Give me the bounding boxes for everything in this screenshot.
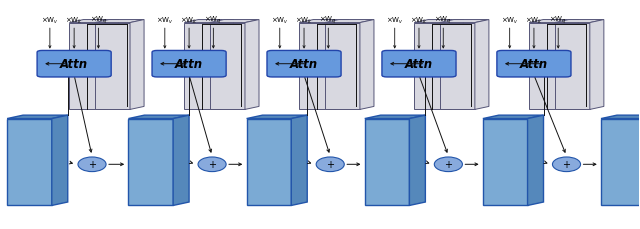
- Polygon shape: [300, 23, 334, 110]
- Polygon shape: [130, 20, 144, 110]
- Polygon shape: [414, 23, 449, 110]
- Polygon shape: [555, 23, 590, 110]
- FancyBboxPatch shape: [267, 51, 341, 78]
- Polygon shape: [590, 20, 604, 110]
- Ellipse shape: [78, 157, 106, 172]
- Polygon shape: [245, 20, 259, 110]
- Polygon shape: [95, 20, 144, 23]
- Polygon shape: [449, 20, 463, 110]
- Text: Attn: Attn: [520, 58, 548, 71]
- Polygon shape: [220, 20, 234, 110]
- Polygon shape: [334, 20, 348, 110]
- Polygon shape: [291, 116, 307, 206]
- Ellipse shape: [552, 157, 580, 172]
- Polygon shape: [300, 20, 348, 23]
- Polygon shape: [601, 119, 640, 206]
- Polygon shape: [365, 119, 410, 206]
- Text: ×W$_k$: ×W$_k$: [525, 16, 543, 26]
- Polygon shape: [210, 20, 259, 23]
- Text: ×W$_q$: ×W$_q$: [549, 14, 567, 26]
- Polygon shape: [324, 23, 360, 110]
- FancyBboxPatch shape: [497, 51, 571, 78]
- Text: +: +: [326, 160, 334, 169]
- Text: ×W$_k$: ×W$_k$: [410, 16, 428, 26]
- Ellipse shape: [316, 157, 344, 172]
- FancyBboxPatch shape: [152, 51, 226, 78]
- Polygon shape: [601, 116, 640, 119]
- FancyBboxPatch shape: [382, 51, 456, 78]
- Polygon shape: [440, 20, 489, 23]
- Polygon shape: [246, 119, 291, 206]
- Polygon shape: [360, 20, 374, 110]
- Text: Attn: Attn: [405, 58, 433, 71]
- Polygon shape: [7, 119, 52, 206]
- Polygon shape: [173, 116, 189, 206]
- Polygon shape: [564, 20, 579, 110]
- Polygon shape: [246, 116, 307, 119]
- Text: Attn: Attn: [290, 58, 318, 71]
- Polygon shape: [483, 116, 543, 119]
- Text: ×W$_v$: ×W$_v$: [386, 16, 404, 26]
- Text: +: +: [88, 160, 96, 169]
- Ellipse shape: [435, 157, 463, 172]
- Text: ×W$_q$: ×W$_q$: [90, 14, 108, 26]
- Polygon shape: [104, 20, 118, 110]
- Text: +: +: [444, 160, 452, 169]
- Polygon shape: [95, 23, 130, 110]
- Text: ×W$_q$: ×W$_q$: [204, 14, 222, 26]
- Polygon shape: [365, 116, 426, 119]
- Polygon shape: [69, 23, 104, 110]
- Text: +: +: [208, 160, 216, 169]
- Polygon shape: [129, 119, 173, 206]
- Text: ×W$_k$: ×W$_k$: [65, 16, 83, 26]
- Polygon shape: [475, 20, 489, 110]
- Polygon shape: [129, 116, 189, 119]
- Polygon shape: [324, 20, 374, 23]
- Polygon shape: [410, 116, 426, 206]
- Polygon shape: [210, 23, 245, 110]
- Text: ×W$_k$: ×W$_k$: [295, 16, 313, 26]
- Text: ×W$_q$: ×W$_q$: [319, 14, 337, 26]
- Polygon shape: [52, 116, 68, 206]
- Text: ×W$_v$: ×W$_v$: [41, 16, 59, 26]
- Polygon shape: [7, 116, 68, 119]
- Polygon shape: [529, 23, 564, 110]
- Text: Attn: Attn: [60, 58, 88, 71]
- Polygon shape: [69, 20, 118, 23]
- Polygon shape: [527, 116, 543, 206]
- Text: +: +: [563, 160, 570, 169]
- FancyBboxPatch shape: [37, 51, 111, 78]
- Text: ×W$_q$: ×W$_q$: [435, 14, 452, 26]
- Text: ×W$_v$: ×W$_v$: [156, 16, 173, 26]
- Text: ×W$_v$: ×W$_v$: [271, 16, 289, 26]
- Text: ×W$_k$: ×W$_k$: [180, 16, 198, 26]
- Text: Attn: Attn: [175, 58, 203, 71]
- Text: ×W$_v$: ×W$_v$: [500, 16, 518, 26]
- Polygon shape: [555, 20, 604, 23]
- Polygon shape: [529, 20, 579, 23]
- Ellipse shape: [198, 157, 226, 172]
- Polygon shape: [483, 119, 527, 206]
- Polygon shape: [184, 20, 234, 23]
- Polygon shape: [440, 23, 475, 110]
- Polygon shape: [414, 20, 463, 23]
- Polygon shape: [184, 23, 220, 110]
